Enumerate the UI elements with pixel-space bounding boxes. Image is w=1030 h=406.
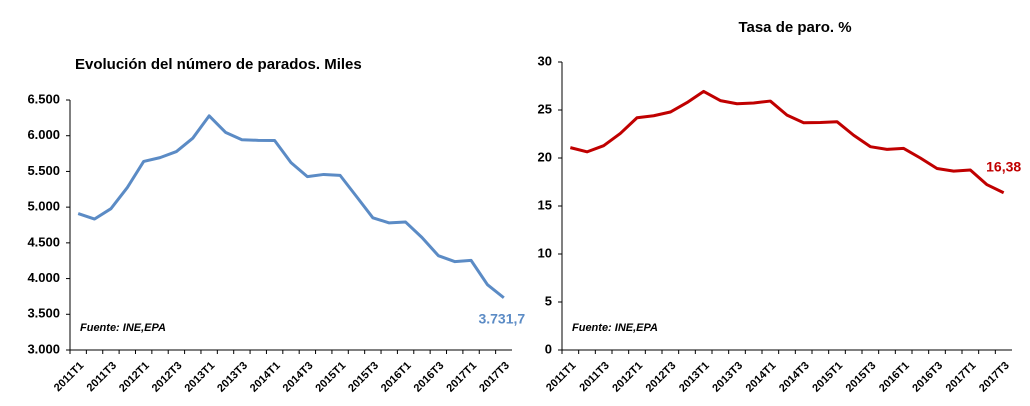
x-tick-label: 2011T1 (544, 360, 578, 394)
chart-title: Tasa de paro. % (738, 19, 851, 36)
x-tick-label: 2015T1 (313, 360, 348, 395)
y-tick-label: 3.000 (27, 341, 60, 356)
x-tick-label: 2014T1 (744, 360, 779, 395)
x-tick-label: 2017T1 (944, 360, 979, 395)
x-tick-label: 2016T1 (379, 360, 414, 395)
x-tick-label: 2012T3 (644, 360, 679, 395)
y-tick-label: 5.500 (27, 163, 60, 178)
x-tick-label: 2011T3 (85, 360, 119, 394)
x-tick-label: 2012T1 (117, 360, 152, 395)
x-tick-label: 2016T3 (412, 360, 447, 395)
x-tick-label: 2011T1 (52, 360, 86, 394)
x-tick-label: 2013T3 (215, 360, 250, 395)
x-tick-label: 2017T1 (444, 360, 479, 395)
source-note: Fuente: INE,EPA (572, 322, 658, 334)
y-tick-label: 6.500 (27, 91, 60, 106)
y-tick-label: 5.000 (27, 199, 60, 214)
data-label: 3.731,7 (478, 310, 525, 326)
source-note: Fuente: INE,EPA (80, 322, 166, 334)
y-tick-label: 20 (538, 149, 552, 164)
x-tick-label: 2014T3 (777, 360, 812, 395)
x-tick-label: 2016T3 (910, 360, 945, 395)
y-tick-label: 15 (538, 197, 552, 212)
x-tick-label: 2011T3 (577, 360, 611, 394)
y-tick-label: 6.000 (27, 127, 60, 142)
x-tick-label: 2013T1 (677, 360, 712, 395)
x-tick-label: 2012T3 (150, 360, 185, 395)
x-tick-label: 2015T3 (844, 360, 879, 395)
x-tick-label: 2014T3 (281, 360, 316, 395)
y-tick-label: 25 (538, 101, 552, 116)
x-tick-label: 2017T3 (977, 360, 1012, 395)
chart-title: Evolución del número de parados. Miles (75, 56, 362, 73)
y-tick-label: 5 (545, 293, 552, 308)
series-line (77, 114, 505, 299)
x-tick-label: 2013T1 (182, 360, 217, 395)
data-label: 16,38 (986, 158, 1021, 174)
y-tick-label: 4.500 (27, 234, 60, 249)
series-line (569, 89, 1005, 195)
x-tick-label: 2014T1 (248, 360, 283, 395)
y-tick-label: 10 (538, 245, 552, 260)
y-tick-label: 30 (538, 53, 552, 68)
y-tick-label: 0 (545, 341, 552, 356)
x-tick-label: 2015T3 (346, 360, 381, 395)
x-tick-label: 2013T3 (710, 360, 745, 395)
y-tick-label: 3.500 (27, 306, 60, 321)
x-tick-label: 2016T1 (877, 360, 912, 395)
y-tick-label: 4.000 (27, 270, 60, 285)
x-tick-label: 2012T1 (610, 360, 645, 395)
x-tick-label: 2015T1 (810, 360, 845, 395)
x-tick-label: 2017T3 (477, 360, 512, 395)
